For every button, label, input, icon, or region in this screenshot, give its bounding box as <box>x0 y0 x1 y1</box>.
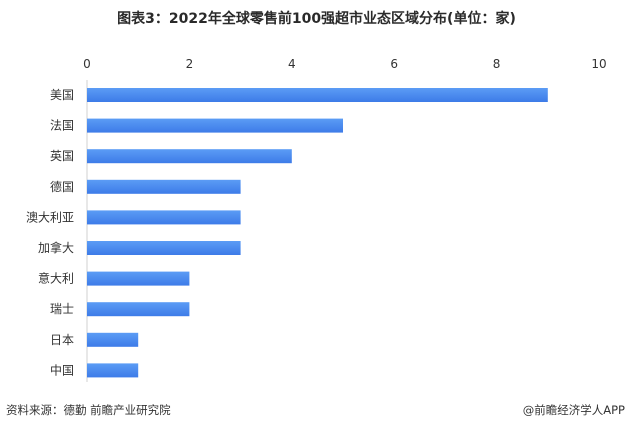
bar <box>87 88 548 102</box>
x-tick-label: 0 <box>83 57 91 71</box>
category-label: 中国 <box>50 362 74 377</box>
bar <box>87 271 190 286</box>
category-label: 德国 <box>50 179 74 194</box>
bars <box>87 88 548 378</box>
category-label: 意大利 <box>38 271 74 286</box>
x-tick-label: 10 <box>591 57 606 71</box>
brand-note: @前瞻经济学人APP <box>522 403 625 417</box>
x-tick-label: 6 <box>390 57 398 71</box>
category-label: 加拿大 <box>38 240 74 255</box>
x-tick-label: 2 <box>186 57 194 71</box>
source-note: 资料来源：德勤 前瞻产业研究院 <box>6 403 171 417</box>
bar <box>87 363 139 378</box>
category-label: 英国 <box>50 149 74 163</box>
bar <box>87 241 241 255</box>
bar <box>87 179 241 194</box>
chart-title: 图表3：2022年全球零售前100强超市业态区域分布(单位：家) <box>117 11 516 27</box>
bar <box>87 302 190 317</box>
category-label: 法国 <box>50 119 74 133</box>
category-label: 美国 <box>50 88 74 102</box>
x-tick-label: 8 <box>493 57 501 71</box>
bar <box>87 118 343 133</box>
x-tick-label: 4 <box>288 57 296 71</box>
bar <box>87 332 139 347</box>
category-label: 日本 <box>50 333 74 347</box>
category-label: 瑞士 <box>50 302 74 316</box>
bar <box>87 149 292 164</box>
bar <box>87 210 241 225</box>
category-label: 澳大利亚 <box>26 210 74 224</box>
